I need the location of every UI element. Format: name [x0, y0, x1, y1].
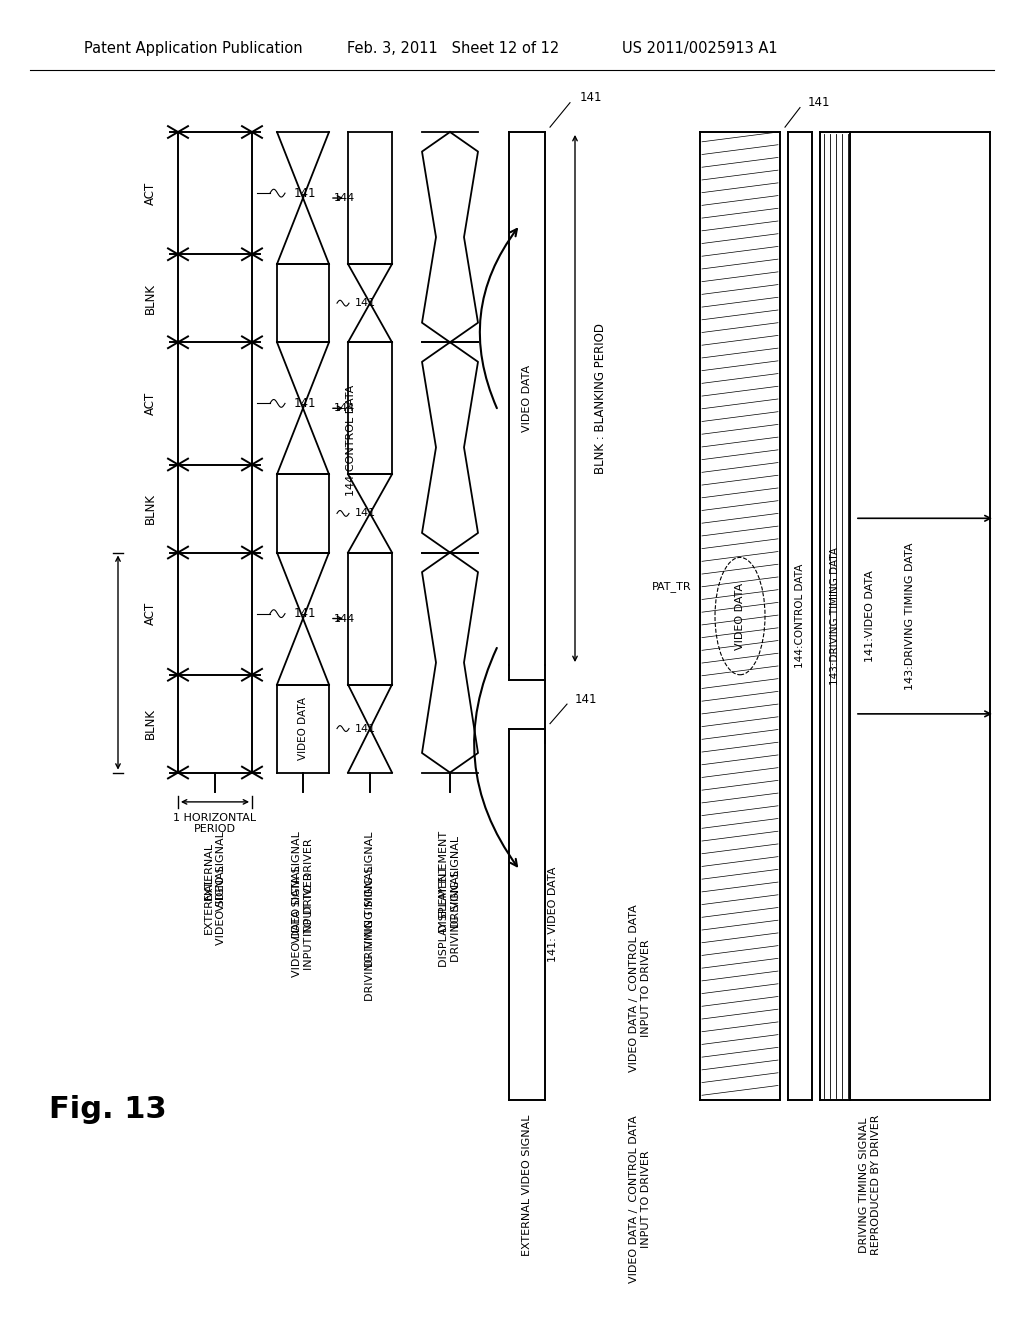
Text: BLNK : BLANKING PERIOD: BLNK : BLANKING PERIOD: [594, 323, 606, 474]
Text: EXTERNAL
VIDEO SIGNAL: EXTERNAL VIDEO SIGNAL: [204, 832, 226, 911]
Text: 141: 141: [808, 96, 830, 110]
Text: VIDEO DATA SIGNAL
INPUT TO DRIVER: VIDEO DATA SIGNAL INPUT TO DRIVER: [292, 832, 313, 942]
Text: 141: 141: [294, 607, 316, 620]
Text: EXTERNAL
VIDEO SIGNAL: EXTERNAL VIDEO SIGNAL: [204, 866, 226, 945]
Text: Fig. 13: Fig. 13: [49, 1096, 167, 1125]
Text: 141: 141: [355, 508, 376, 519]
Text: 1 HORIZONTAL
PERIOD: 1 HORIZONTAL PERIOD: [173, 813, 257, 834]
Text: US 2011/0025913 A1: US 2011/0025913 A1: [623, 41, 778, 57]
Text: 144:CONTROL DATA: 144:CONTROL DATA: [795, 564, 805, 668]
Text: 141: 141: [294, 397, 316, 411]
Text: Feb. 3, 2011   Sheet 12 of 12: Feb. 3, 2011 Sheet 12 of 12: [347, 41, 559, 57]
Text: DRIVING TIMING SIGNAL: DRIVING TIMING SIGNAL: [365, 866, 375, 1001]
Text: 141: 141: [580, 91, 602, 104]
Text: ACT: ACT: [143, 182, 157, 205]
Text: 141: 141: [355, 723, 376, 734]
Text: DRIVING TIMING SIGNAL: DRIVING TIMING SIGNAL: [365, 832, 375, 966]
Text: 144: 144: [334, 614, 355, 623]
Text: 144:CONTROL DATA: 144:CONTROL DATA: [346, 384, 356, 496]
Text: Patent Application Publication: Patent Application Publication: [84, 41, 302, 57]
Text: 141: VIDEO DATA: 141: VIDEO DATA: [548, 867, 558, 962]
Text: PAT_TR: PAT_TR: [652, 581, 692, 593]
Text: 141: 141: [294, 186, 316, 199]
Text: VIDEO DATA: VIDEO DATA: [735, 582, 745, 649]
Text: 141: 141: [575, 693, 597, 706]
Text: ACT: ACT: [143, 602, 157, 626]
Text: 141:VIDEO DATA: 141:VIDEO DATA: [865, 570, 874, 663]
Text: 144: 144: [334, 193, 355, 203]
Text: VIDEO DATA: VIDEO DATA: [522, 364, 532, 432]
Text: 141: 141: [355, 298, 376, 308]
Text: 144: 144: [334, 404, 355, 413]
Text: VIDEO DATA SIGNAL
INPUT TO DRIVER: VIDEO DATA SIGNAL INPUT TO DRIVER: [292, 866, 313, 977]
Text: 143:DRIVING TIMING DATA: 143:DRIVING TIMING DATA: [905, 543, 915, 690]
Text: 143:DRIVING TIMING DATA: 143:DRIVING TIMING DATA: [830, 546, 840, 685]
Text: VIDEO DATA: VIDEO DATA: [298, 697, 308, 760]
Text: BLNK: BLNK: [143, 492, 157, 524]
Text: DISPLAY ELEMENT
DRIVING SIGNAL: DISPLAY ELEMENT DRIVING SIGNAL: [439, 866, 461, 966]
Text: BLNK: BLNK: [143, 708, 157, 739]
Text: ACT: ACT: [143, 392, 157, 414]
Text: VIDEO DATA /  CONTROL DATA
INPUT TO DRIVER: VIDEO DATA / CONTROL DATA INPUT TO DRIVE…: [629, 1115, 651, 1283]
Text: BLNK: BLNK: [143, 282, 157, 314]
Text: EXTERNAL VIDEO SIGNAL: EXTERNAL VIDEO SIGNAL: [522, 1115, 532, 1257]
Text: DRIVING TIMING SIGNAL
REPRODUCED BY DRIVER: DRIVING TIMING SIGNAL REPRODUCED BY DRIV…: [859, 1115, 881, 1255]
Text: VIDEO DATA /  CONTROL DATA
INPUT TO DRIVER: VIDEO DATA / CONTROL DATA INPUT TO DRIVE…: [629, 904, 651, 1072]
Text: DISPLAY ELEMENT
DRIVING SIGNAL: DISPLAY ELEMENT DRIVING SIGNAL: [439, 832, 461, 932]
